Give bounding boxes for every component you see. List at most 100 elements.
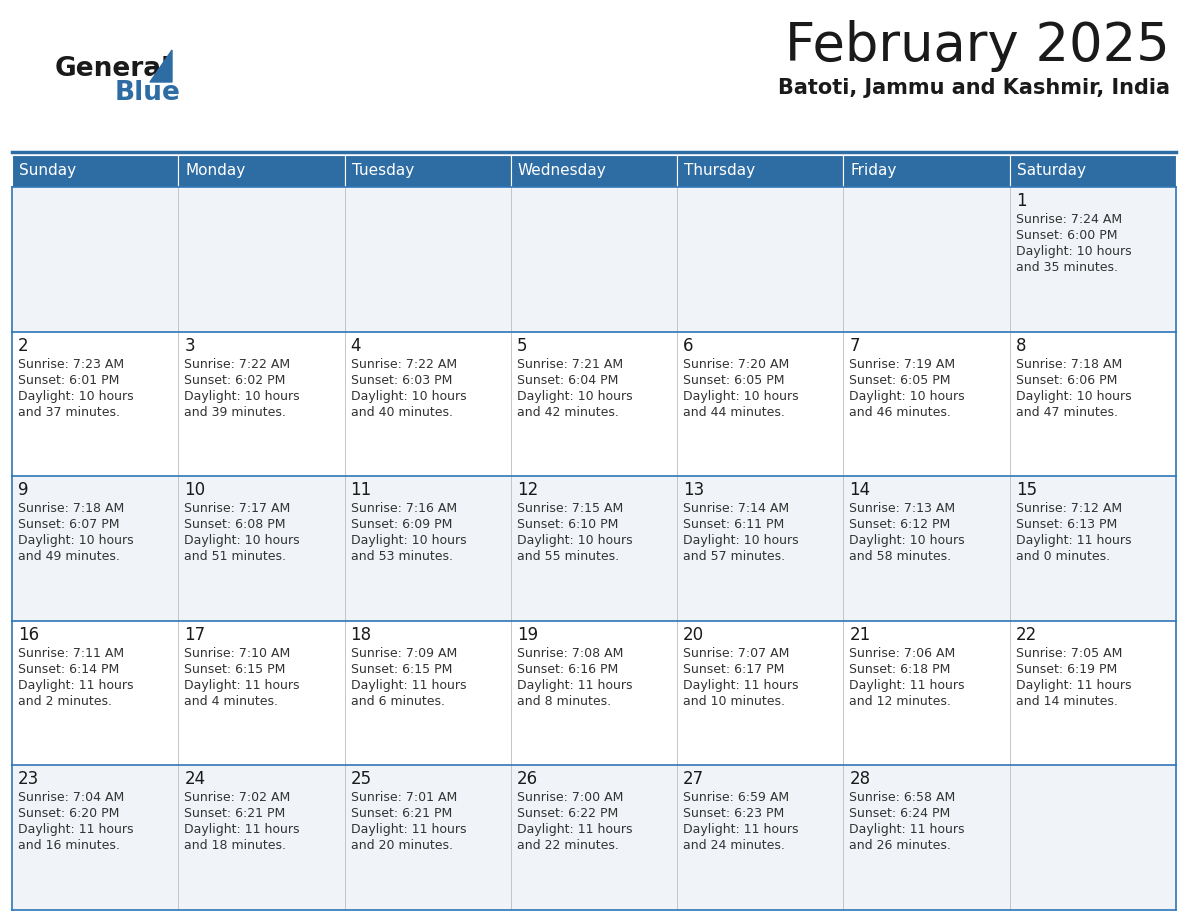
Bar — [1010, 331, 1176, 476]
Text: 7: 7 — [849, 337, 860, 354]
Text: Tuesday: Tuesday — [352, 163, 413, 178]
Bar — [12, 621, 178, 766]
Text: Sunrise: 7:00 AM: Sunrise: 7:00 AM — [517, 791, 624, 804]
Text: Sunrise: 7:24 AM: Sunrise: 7:24 AM — [1016, 213, 1121, 226]
Text: Daylight: 10 hours: Daylight: 10 hours — [1016, 389, 1131, 403]
Text: 3: 3 — [184, 337, 195, 354]
Text: Daylight: 11 hours: Daylight: 11 hours — [184, 823, 299, 836]
Text: and 22 minutes.: and 22 minutes. — [517, 839, 619, 853]
Text: and 4 minutes.: and 4 minutes. — [184, 695, 278, 708]
Bar — [677, 621, 843, 766]
Text: Thursday: Thursday — [684, 163, 756, 178]
Text: Sunset: 6:03 PM: Sunset: 6:03 PM — [350, 374, 451, 386]
Bar — [1010, 187, 1176, 331]
Text: Daylight: 11 hours: Daylight: 11 hours — [18, 823, 133, 836]
Bar — [12, 187, 178, 331]
Text: Sunset: 6:09 PM: Sunset: 6:09 PM — [350, 518, 451, 532]
Text: Sunset: 6:05 PM: Sunset: 6:05 PM — [849, 374, 950, 386]
Text: 13: 13 — [683, 481, 704, 499]
Bar — [511, 476, 677, 621]
Text: Sunset: 6:07 PM: Sunset: 6:07 PM — [18, 518, 120, 532]
Bar — [12, 155, 178, 187]
Text: Daylight: 10 hours: Daylight: 10 hours — [849, 534, 965, 547]
Text: Batoti, Jammu and Kashmir, India: Batoti, Jammu and Kashmir, India — [778, 78, 1170, 98]
Text: Daylight: 11 hours: Daylight: 11 hours — [849, 823, 965, 836]
Text: Blue: Blue — [115, 80, 181, 106]
Text: Sunrise: 7:08 AM: Sunrise: 7:08 AM — [517, 647, 624, 660]
Text: Sunset: 6:19 PM: Sunset: 6:19 PM — [1016, 663, 1117, 676]
Text: Sunset: 6:22 PM: Sunset: 6:22 PM — [517, 808, 618, 821]
Text: Sunrise: 7:22 AM: Sunrise: 7:22 AM — [350, 358, 456, 371]
Text: Daylight: 10 hours: Daylight: 10 hours — [517, 534, 632, 547]
Bar — [677, 155, 843, 187]
Text: Daylight: 11 hours: Daylight: 11 hours — [18, 678, 133, 692]
Text: 27: 27 — [683, 770, 704, 789]
Text: and 24 minutes.: and 24 minutes. — [683, 839, 785, 853]
Text: Sunrise: 7:18 AM: Sunrise: 7:18 AM — [18, 502, 125, 515]
Text: Sunset: 6:04 PM: Sunset: 6:04 PM — [517, 374, 618, 386]
Bar — [511, 621, 677, 766]
Text: Sunset: 6:16 PM: Sunset: 6:16 PM — [517, 663, 618, 676]
Text: 22: 22 — [1016, 626, 1037, 644]
Bar — [677, 766, 843, 910]
Text: Sunrise: 7:17 AM: Sunrise: 7:17 AM — [184, 502, 291, 515]
Bar — [843, 187, 1010, 331]
Text: Daylight: 11 hours: Daylight: 11 hours — [1016, 534, 1131, 547]
Text: and 2 minutes.: and 2 minutes. — [18, 695, 112, 708]
Text: Sunrise: 6:58 AM: Sunrise: 6:58 AM — [849, 791, 955, 804]
Text: Sunset: 6:00 PM: Sunset: 6:00 PM — [1016, 229, 1117, 242]
Text: Sunset: 6:23 PM: Sunset: 6:23 PM — [683, 808, 784, 821]
Text: Sunrise: 7:23 AM: Sunrise: 7:23 AM — [18, 358, 124, 371]
Bar — [843, 155, 1010, 187]
Polygon shape — [150, 50, 172, 82]
Text: Sunset: 6:24 PM: Sunset: 6:24 PM — [849, 808, 950, 821]
Text: Sunset: 6:10 PM: Sunset: 6:10 PM — [517, 518, 618, 532]
Bar — [178, 187, 345, 331]
Bar — [677, 187, 843, 331]
Text: Sunset: 6:13 PM: Sunset: 6:13 PM — [1016, 518, 1117, 532]
Bar — [345, 621, 511, 766]
Text: Daylight: 11 hours: Daylight: 11 hours — [184, 678, 299, 692]
Text: February 2025: February 2025 — [785, 20, 1170, 72]
Text: 9: 9 — [18, 481, 29, 499]
Bar — [511, 766, 677, 910]
Text: Daylight: 11 hours: Daylight: 11 hours — [683, 678, 798, 692]
Text: Sunrise: 7:14 AM: Sunrise: 7:14 AM — [683, 502, 789, 515]
Text: Sunrise: 7:04 AM: Sunrise: 7:04 AM — [18, 791, 125, 804]
Text: Sunset: 6:17 PM: Sunset: 6:17 PM — [683, 663, 784, 676]
Text: and 57 minutes.: and 57 minutes. — [683, 550, 785, 564]
Text: 8: 8 — [1016, 337, 1026, 354]
Text: 11: 11 — [350, 481, 372, 499]
Text: Daylight: 10 hours: Daylight: 10 hours — [184, 389, 299, 403]
Text: Daylight: 11 hours: Daylight: 11 hours — [1016, 678, 1131, 692]
Bar — [12, 766, 178, 910]
Bar — [511, 331, 677, 476]
Text: and 40 minutes.: and 40 minutes. — [350, 406, 453, 419]
Text: and 0 minutes.: and 0 minutes. — [1016, 550, 1110, 564]
Text: and 42 minutes.: and 42 minutes. — [517, 406, 619, 419]
Bar — [345, 766, 511, 910]
Bar — [345, 155, 511, 187]
Text: and 47 minutes.: and 47 minutes. — [1016, 406, 1118, 419]
Text: Sunrise: 7:09 AM: Sunrise: 7:09 AM — [350, 647, 457, 660]
Text: 16: 16 — [18, 626, 39, 644]
Text: and 49 minutes.: and 49 minutes. — [18, 550, 120, 564]
Text: 12: 12 — [517, 481, 538, 499]
Text: Daylight: 11 hours: Daylight: 11 hours — [849, 678, 965, 692]
Text: Sunset: 6:12 PM: Sunset: 6:12 PM — [849, 518, 950, 532]
Text: and 16 minutes.: and 16 minutes. — [18, 839, 120, 853]
Text: 18: 18 — [350, 626, 372, 644]
Text: Monday: Monday — [185, 163, 246, 178]
Text: 20: 20 — [683, 626, 704, 644]
Bar — [1010, 155, 1176, 187]
Text: Daylight: 11 hours: Daylight: 11 hours — [517, 823, 632, 836]
Text: Sunset: 6:06 PM: Sunset: 6:06 PM — [1016, 374, 1117, 386]
Text: Sunset: 6:15 PM: Sunset: 6:15 PM — [350, 663, 451, 676]
Text: and 20 minutes.: and 20 minutes. — [350, 839, 453, 853]
Text: and 53 minutes.: and 53 minutes. — [350, 550, 453, 564]
Text: 1: 1 — [1016, 192, 1026, 210]
Bar — [12, 331, 178, 476]
Bar — [178, 621, 345, 766]
Text: Sunrise: 7:01 AM: Sunrise: 7:01 AM — [350, 791, 457, 804]
Text: Sunrise: 7:07 AM: Sunrise: 7:07 AM — [683, 647, 790, 660]
